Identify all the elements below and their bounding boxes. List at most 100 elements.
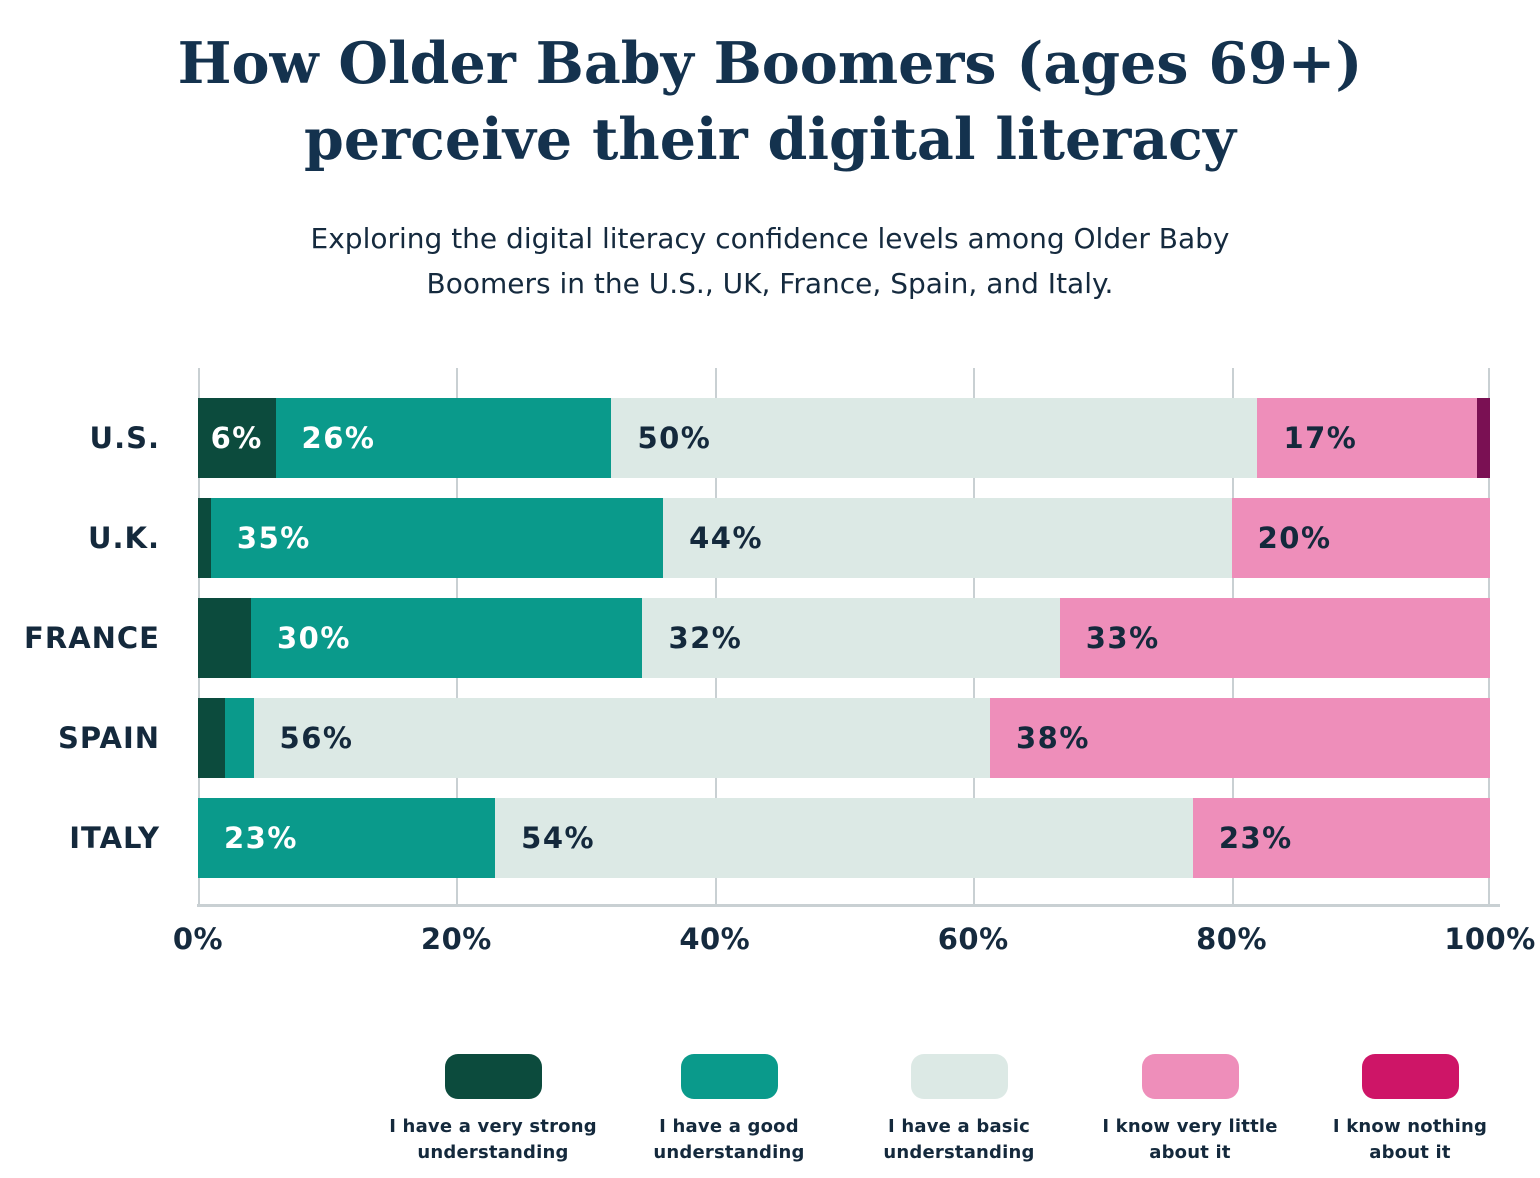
gridline-tick xyxy=(973,578,976,598)
gridline-tick xyxy=(198,478,200,498)
bar-row: 30% 32% 33% xyxy=(198,598,1490,678)
segment-value-label: 35% xyxy=(236,521,311,555)
chart-subtitle-line2: Boomers in the U.S., UK, France, Spain, … xyxy=(426,267,1114,300)
segment-value-label: 50% xyxy=(637,421,712,455)
bar-row: 56% 38% xyxy=(198,698,1490,778)
category-label: SPAIN xyxy=(58,721,160,755)
chart-subtitle-line1: Exploring the digital literacy confidenc… xyxy=(310,222,1230,255)
bar-row: 35% 44% 20% xyxy=(198,498,1490,578)
segment-value-label: 17% xyxy=(1283,421,1358,455)
gridline-tick xyxy=(456,678,459,698)
gridline-tick xyxy=(456,778,459,798)
bar-row: 23% 54% 23% xyxy=(198,798,1490,878)
category-label: ITALY xyxy=(69,821,160,855)
segment-value-label: 23% xyxy=(224,821,298,855)
bar-segment-good: 26% xyxy=(275,398,612,478)
chart-title-line2: perceive their digital literacy xyxy=(303,106,1237,173)
gridline-tick xyxy=(456,368,459,398)
legend-label: I know very little about it xyxy=(1102,1116,1278,1163)
x-tick-label: 0% xyxy=(172,922,224,956)
gridline-tick xyxy=(1231,778,1234,798)
legend-item-good: I have a good understanding xyxy=(613,1054,845,1166)
legend-label: I have a basic understanding xyxy=(883,1116,1035,1163)
legend-label: I have a very strong understanding xyxy=(389,1116,597,1163)
gridline-tick xyxy=(973,478,976,498)
gridline-tick xyxy=(198,778,200,798)
segment-value-label: 32% xyxy=(668,621,743,655)
segment-value-label: 54% xyxy=(521,821,596,855)
segment-value-label: 23% xyxy=(1218,821,1293,855)
segment-value-label: 6% xyxy=(210,421,263,455)
bar-segment-very_strong xyxy=(198,698,226,778)
segment-value-label: 44% xyxy=(689,521,764,555)
bar-segment-very_little: 20% xyxy=(1231,498,1490,578)
legend-label: I have a good understanding xyxy=(653,1116,805,1163)
segment-value-label: 38% xyxy=(1015,721,1090,755)
bar-segment-very_little: 38% xyxy=(989,698,1490,778)
gridline-tick xyxy=(1231,368,1234,398)
segment-value-label: 30% xyxy=(276,621,351,655)
bar-segment-very_little: 17% xyxy=(1257,398,1478,478)
bar-segment-basic: 32% xyxy=(642,598,1060,678)
gridline-tick xyxy=(714,778,717,798)
gridline-tick xyxy=(714,478,717,498)
bar-segment-basic: 50% xyxy=(611,398,1258,478)
category-label: U.S. xyxy=(89,421,160,455)
x-tick-label: 60% xyxy=(937,922,1009,956)
gridline-tick xyxy=(973,778,976,798)
bar-segment-good: 23% xyxy=(198,798,496,878)
bar-segment-basic: 54% xyxy=(495,798,1193,878)
segment-value-label: 26% xyxy=(301,421,376,455)
gridline-tick xyxy=(1488,778,1490,798)
gridline-tick xyxy=(714,678,717,698)
gridline-tick xyxy=(1231,578,1234,598)
gridline-tick xyxy=(1231,478,1234,498)
x-axis-line xyxy=(197,904,1500,907)
gridline-tick xyxy=(1488,368,1490,398)
gridline-tick xyxy=(456,878,459,904)
category-label: FRANCE xyxy=(24,621,160,655)
gridline-tick xyxy=(198,578,200,598)
bar-segment-nothing_bar xyxy=(1477,398,1490,478)
legend-swatch-basic xyxy=(910,1054,1008,1099)
legend-swatch-very_strong xyxy=(444,1054,542,1099)
x-tick-label: 100% xyxy=(1444,922,1536,956)
segment-value-label: 56% xyxy=(279,721,354,755)
gridline-tick xyxy=(456,478,459,498)
legend-swatch-nothing_legend xyxy=(1361,1054,1459,1099)
gridline-tick xyxy=(1231,678,1234,698)
gridline-tick xyxy=(714,578,717,598)
gridline-tick xyxy=(198,878,200,904)
gridline-tick xyxy=(973,678,976,698)
legend-label: I know nothing about it xyxy=(1332,1116,1488,1163)
x-tick-label: 40% xyxy=(679,922,751,956)
bar-segment-good xyxy=(225,698,254,778)
bar-segment-very_strong xyxy=(198,498,211,578)
bar-segment-very_little: 23% xyxy=(1192,798,1490,878)
gridline-tick xyxy=(714,878,717,904)
gridline-tick xyxy=(1488,678,1490,698)
gridline-tick xyxy=(198,368,200,398)
category-label: U.K. xyxy=(87,521,160,555)
bar-segment-basic: 56% xyxy=(253,698,990,778)
legend-item-very_strong: I have a very strong understanding xyxy=(377,1054,609,1166)
x-tick-label: 80% xyxy=(1196,922,1268,956)
bar-segment-good: 35% xyxy=(210,498,664,578)
gridline-tick xyxy=(456,578,459,598)
bar-segment-basic: 44% xyxy=(663,498,1232,578)
bar-segment-very_little: 33% xyxy=(1059,598,1490,678)
gridline-tick xyxy=(973,878,976,904)
legend-swatch-very_little xyxy=(1141,1054,1239,1099)
gridline-tick xyxy=(714,368,717,398)
bar-segment-very_strong: 6% xyxy=(198,398,276,478)
legend-item-very_little: I know very little about it xyxy=(1074,1054,1306,1166)
legend-swatch-good xyxy=(680,1054,778,1099)
x-tick-label: 20% xyxy=(420,922,492,956)
chart-subtitle: Exploring the digital literacy confidenc… xyxy=(0,216,1540,306)
bar-row: 6% 26% 50% 17% xyxy=(198,398,1490,478)
gridline-tick xyxy=(198,678,200,698)
gridline-tick xyxy=(1488,578,1490,598)
